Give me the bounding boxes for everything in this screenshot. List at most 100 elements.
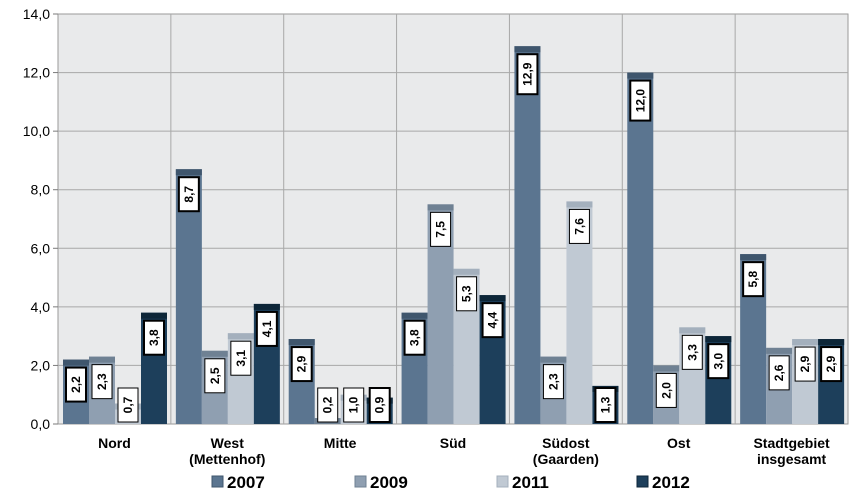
bar-cap	[653, 365, 680, 372]
data-label: 2,2	[69, 376, 83, 393]
y-tick-label: 10,0	[23, 123, 50, 139]
bar-cap	[705, 336, 732, 343]
x-category-label: (Gaarden)	[533, 451, 599, 467]
x-category-label: (Mettenhof)	[189, 451, 265, 467]
bar-cap	[540, 356, 567, 363]
x-category-label: Ost	[667, 435, 691, 451]
legend-label: 2007	[227, 473, 265, 492]
bar-cap	[141, 312, 167, 319]
bar-cap	[740, 254, 767, 261]
data-label: 2,5	[208, 367, 222, 384]
bar-cap	[766, 347, 793, 354]
data-label: 2,3	[95, 373, 109, 390]
data-label-box	[542, 364, 564, 400]
data-label: 2,0	[659, 382, 673, 399]
data-label: 2,9	[295, 355, 309, 372]
x-category-label: Südost	[542, 435, 590, 451]
bar-cap	[479, 295, 506, 302]
data-label-box	[516, 53, 539, 96]
data-label: 8,7	[182, 186, 196, 203]
bar	[627, 72, 654, 425]
bar-cap	[401, 312, 428, 319]
x-category-label: Stadtgebiet	[753, 435, 830, 451]
bar-cap	[566, 201, 593, 208]
x-category-label: Nord	[98, 435, 131, 451]
x-category-label: West	[211, 435, 245, 451]
x-category-label: Mitte	[324, 435, 357, 451]
bar-cap	[792, 339, 819, 346]
data-label: 4,1	[260, 320, 274, 337]
bar-cap	[227, 333, 254, 340]
data-label-box	[65, 366, 87, 403]
y-tick-label: 14,0	[23, 6, 50, 22]
bar-cap	[818, 339, 845, 346]
data-label-box	[368, 387, 391, 423]
data-label: 3,0	[711, 352, 725, 369]
data-label: 2,6	[772, 364, 786, 381]
data-label: 12,9	[520, 62, 534, 86]
y-tick-label: 4,0	[31, 299, 51, 315]
data-label-box	[568, 208, 590, 244]
data-label-box	[794, 346, 816, 382]
y-tick-label: 0,0	[31, 416, 51, 432]
data-label: 1,3	[598, 396, 612, 413]
data-label-box	[204, 358, 226, 394]
legend-label: 2009	[370, 473, 408, 492]
data-label-box	[91, 364, 113, 400]
data-label-box	[177, 176, 200, 213]
data-label: 2,9	[798, 355, 812, 372]
data-label-box	[403, 319, 426, 356]
legend-swatch	[496, 475, 509, 488]
data-label: 3,8	[408, 329, 422, 346]
data-label: 3,8	[147, 329, 161, 346]
data-label-box	[655, 372, 677, 408]
data-label-box	[768, 355, 790, 391]
data-label: 0,7	[121, 396, 135, 413]
bar-cap	[63, 359, 89, 366]
data-label-box	[742, 261, 765, 298]
data-label-box	[707, 343, 730, 380]
bar-cap	[175, 169, 202, 176]
data-label-box	[481, 302, 504, 339]
bar-cap	[201, 350, 228, 357]
data-label: 7,6	[572, 218, 586, 235]
bar-cap	[89, 356, 115, 363]
bar-cap	[427, 204, 454, 211]
data-label-box	[594, 387, 617, 423]
legend-label: 2011	[512, 473, 549, 492]
legend-swatch	[211, 475, 224, 488]
x-category-label: Süd	[440, 435, 466, 451]
bar	[514, 46, 541, 424]
data-label: 2,3	[546, 373, 560, 390]
data-label-box	[143, 319, 165, 356]
data-label: 7,5	[434, 221, 448, 238]
legend-label: 2012	[652, 473, 690, 492]
y-tick-label: 8,0	[31, 182, 51, 198]
bar-cap	[514, 46, 541, 53]
bar-cap	[253, 303, 280, 310]
bar-cap	[627, 72, 654, 79]
data-label: 0,9	[373, 396, 387, 413]
data-label-box	[230, 340, 252, 376]
data-label: 3,1	[234, 350, 248, 367]
data-label-box	[456, 276, 478, 312]
data-label-box	[290, 346, 313, 383]
data-label-box	[430, 211, 452, 247]
data-label: 2,9	[824, 355, 838, 372]
x-category-label: insgesamt	[757, 451, 827, 467]
data-label-box	[343, 387, 365, 423]
data-label-box	[681, 334, 703, 370]
data-label: 12,0	[633, 89, 647, 113]
data-label: 1,0	[347, 396, 361, 413]
data-label: 5,8	[746, 270, 760, 287]
y-tick-label: 2,0	[31, 357, 51, 373]
data-label: 0,2	[321, 396, 335, 413]
data-label: 4,4	[486, 311, 500, 328]
bar-cap	[288, 339, 315, 346]
legend-swatch	[636, 475, 649, 488]
data-label-box	[317, 387, 339, 423]
data-label: 5,3	[460, 285, 474, 302]
bar-cap	[453, 268, 480, 275]
